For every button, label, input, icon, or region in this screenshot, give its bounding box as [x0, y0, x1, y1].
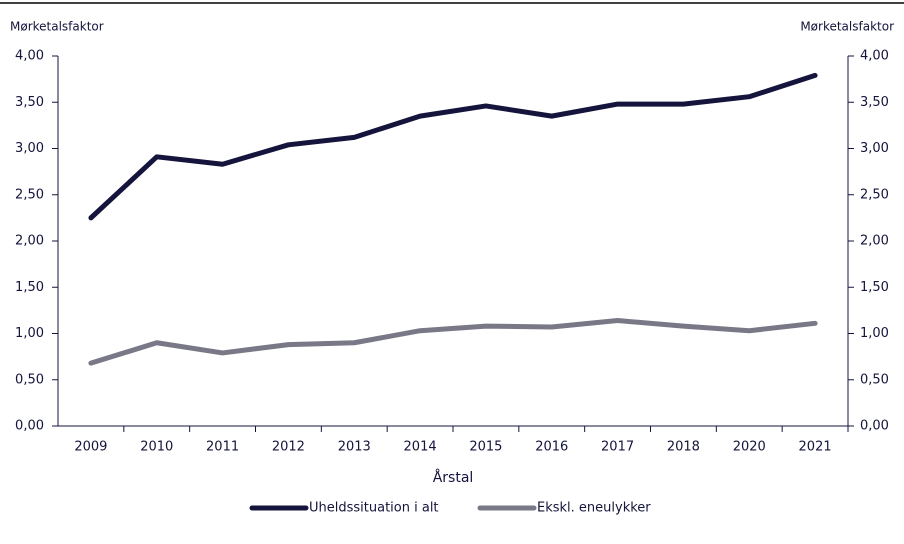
- x-axis-title: Årstal: [433, 469, 474, 486]
- y-tick-label: 1,00: [15, 326, 44, 341]
- x-tick-label: 2013: [338, 440, 371, 455]
- y-tick-label: 2,00: [15, 234, 44, 249]
- x-tick-label: 2017: [601, 440, 634, 455]
- x-tick-label: 2009: [74, 440, 107, 455]
- y2-tick-label: 0,50: [860, 372, 889, 387]
- x-tick-label: 2016: [535, 440, 568, 455]
- y2-tick-label: 2,00: [860, 234, 889, 249]
- y2-axis-title: Mørketalsfaktor: [800, 20, 894, 34]
- x-tick-label: 2020: [733, 440, 766, 455]
- y-tick-label: 1,50: [15, 280, 44, 295]
- series-line: [88, 72, 818, 221]
- y-tick-label: 3,50: [15, 95, 44, 110]
- y2-tick-label: 3,00: [860, 141, 889, 156]
- y-tick-label: 0,00: [15, 419, 44, 434]
- y-tick-label: 0,50: [15, 372, 44, 387]
- x-tick-label: 2021: [799, 440, 832, 455]
- x-tick-label: 2011: [206, 440, 239, 455]
- y-tick-label: 2,50: [15, 187, 44, 202]
- y-tick-label: 3,00: [15, 141, 44, 156]
- y2-tick-label: 2,50: [860, 187, 889, 202]
- y2-tick-label: 4,00: [860, 49, 889, 64]
- x-tick-label: 2015: [469, 440, 502, 455]
- y2-tick-label: 3,50: [860, 95, 889, 110]
- y2-tick-label: 0,00: [860, 419, 889, 434]
- y-tick-label: 4,00: [15, 49, 44, 64]
- x-tick-label: 2018: [667, 440, 700, 455]
- legend-label: Uheldssituation i alt: [309, 501, 439, 516]
- y2-tick-label: 1,00: [860, 326, 889, 341]
- series-line: [88, 318, 818, 366]
- y-axis-title: Mørketalsfaktor: [10, 20, 104, 34]
- x-tick-label: 2014: [404, 440, 437, 455]
- y2-tick-label: 1,50: [860, 280, 889, 295]
- x-tick-label: 2012: [272, 440, 305, 455]
- x-tick-label: 2010: [140, 440, 173, 455]
- legend-label: Ekskl. eneulykker: [537, 501, 651, 516]
